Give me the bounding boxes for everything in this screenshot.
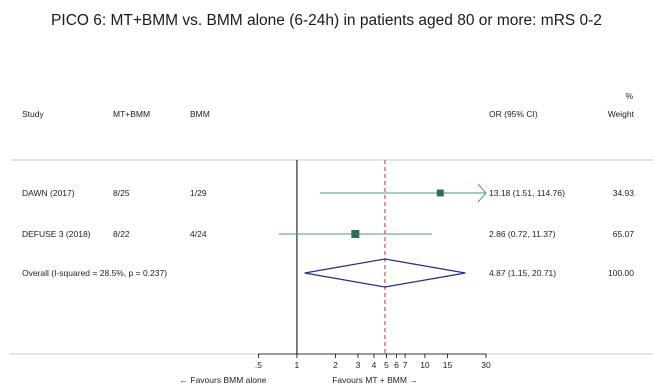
- point-estimate-study-2: [351, 230, 360, 238]
- x-tick-label-7: 6: [394, 360, 399, 370]
- ci-arrow-study-1: [477, 183, 487, 203]
- x-tick-label-10: 15: [443, 360, 453, 370]
- overall-diamond: [304, 258, 466, 288]
- study-name-1: DAWN (2017): [22, 188, 75, 198]
- header-treatment: MT+BMM: [113, 109, 150, 119]
- weight-unit-label: %: [625, 91, 633, 101]
- chart-title: PICO 6: MT+BMM vs. BMM alone (6-24h) in …: [51, 12, 602, 29]
- x-tick-label-5: 4: [372, 360, 377, 370]
- study-weight-2: 65.07: [613, 229, 635, 239]
- x-tick-label-6: 5: [384, 360, 389, 370]
- study-weight-1: 34.93: [613, 188, 635, 198]
- x-tick-label-1: .5: [255, 360, 262, 370]
- point-estimate-study-1: [436, 189, 444, 197]
- overall-effect: 4.87 (1.15, 20.71): [489, 268, 556, 278]
- axis-right-label: Favours MT + BMM →: [332, 375, 418, 385]
- x-tick-label-9: 10: [420, 360, 430, 370]
- x-tick-label-2: 1: [295, 360, 300, 370]
- x-tick-label-3: 2: [333, 360, 338, 370]
- study-control-1: 1/29: [190, 188, 207, 198]
- study-treat-1: 8/25: [113, 188, 130, 198]
- plot-marks: .5 1 2 3 4 5 6 7 10 15 30: [255, 160, 491, 370]
- x-tick-label-8: 7: [403, 360, 408, 370]
- x-tick-label-11: 30: [481, 360, 491, 370]
- header-study: Study: [22, 109, 44, 119]
- study-effect-1: 13.18 (1.51, 114.76): [489, 188, 565, 198]
- study-name-2: DEFUSE 3 (2018): [22, 229, 91, 239]
- x-tick-label-4: 3: [356, 360, 361, 370]
- axis-left-label: ← Favours BMM alone: [180, 375, 267, 385]
- study-treat-2: 8/22: [113, 229, 130, 239]
- study-effect-2: 2.86 (0.72, 11.37): [489, 229, 556, 239]
- overall-weight: 100.00: [608, 268, 634, 278]
- header-control: BMM: [190, 109, 210, 119]
- study-control-2: 4/24: [190, 229, 207, 239]
- header-weight: Weight: [608, 109, 635, 119]
- header-effect: OR (95% CI): [489, 109, 538, 119]
- overall-label: Overall (I-squared = 28.5%, p = 0.237): [22, 268, 167, 278]
